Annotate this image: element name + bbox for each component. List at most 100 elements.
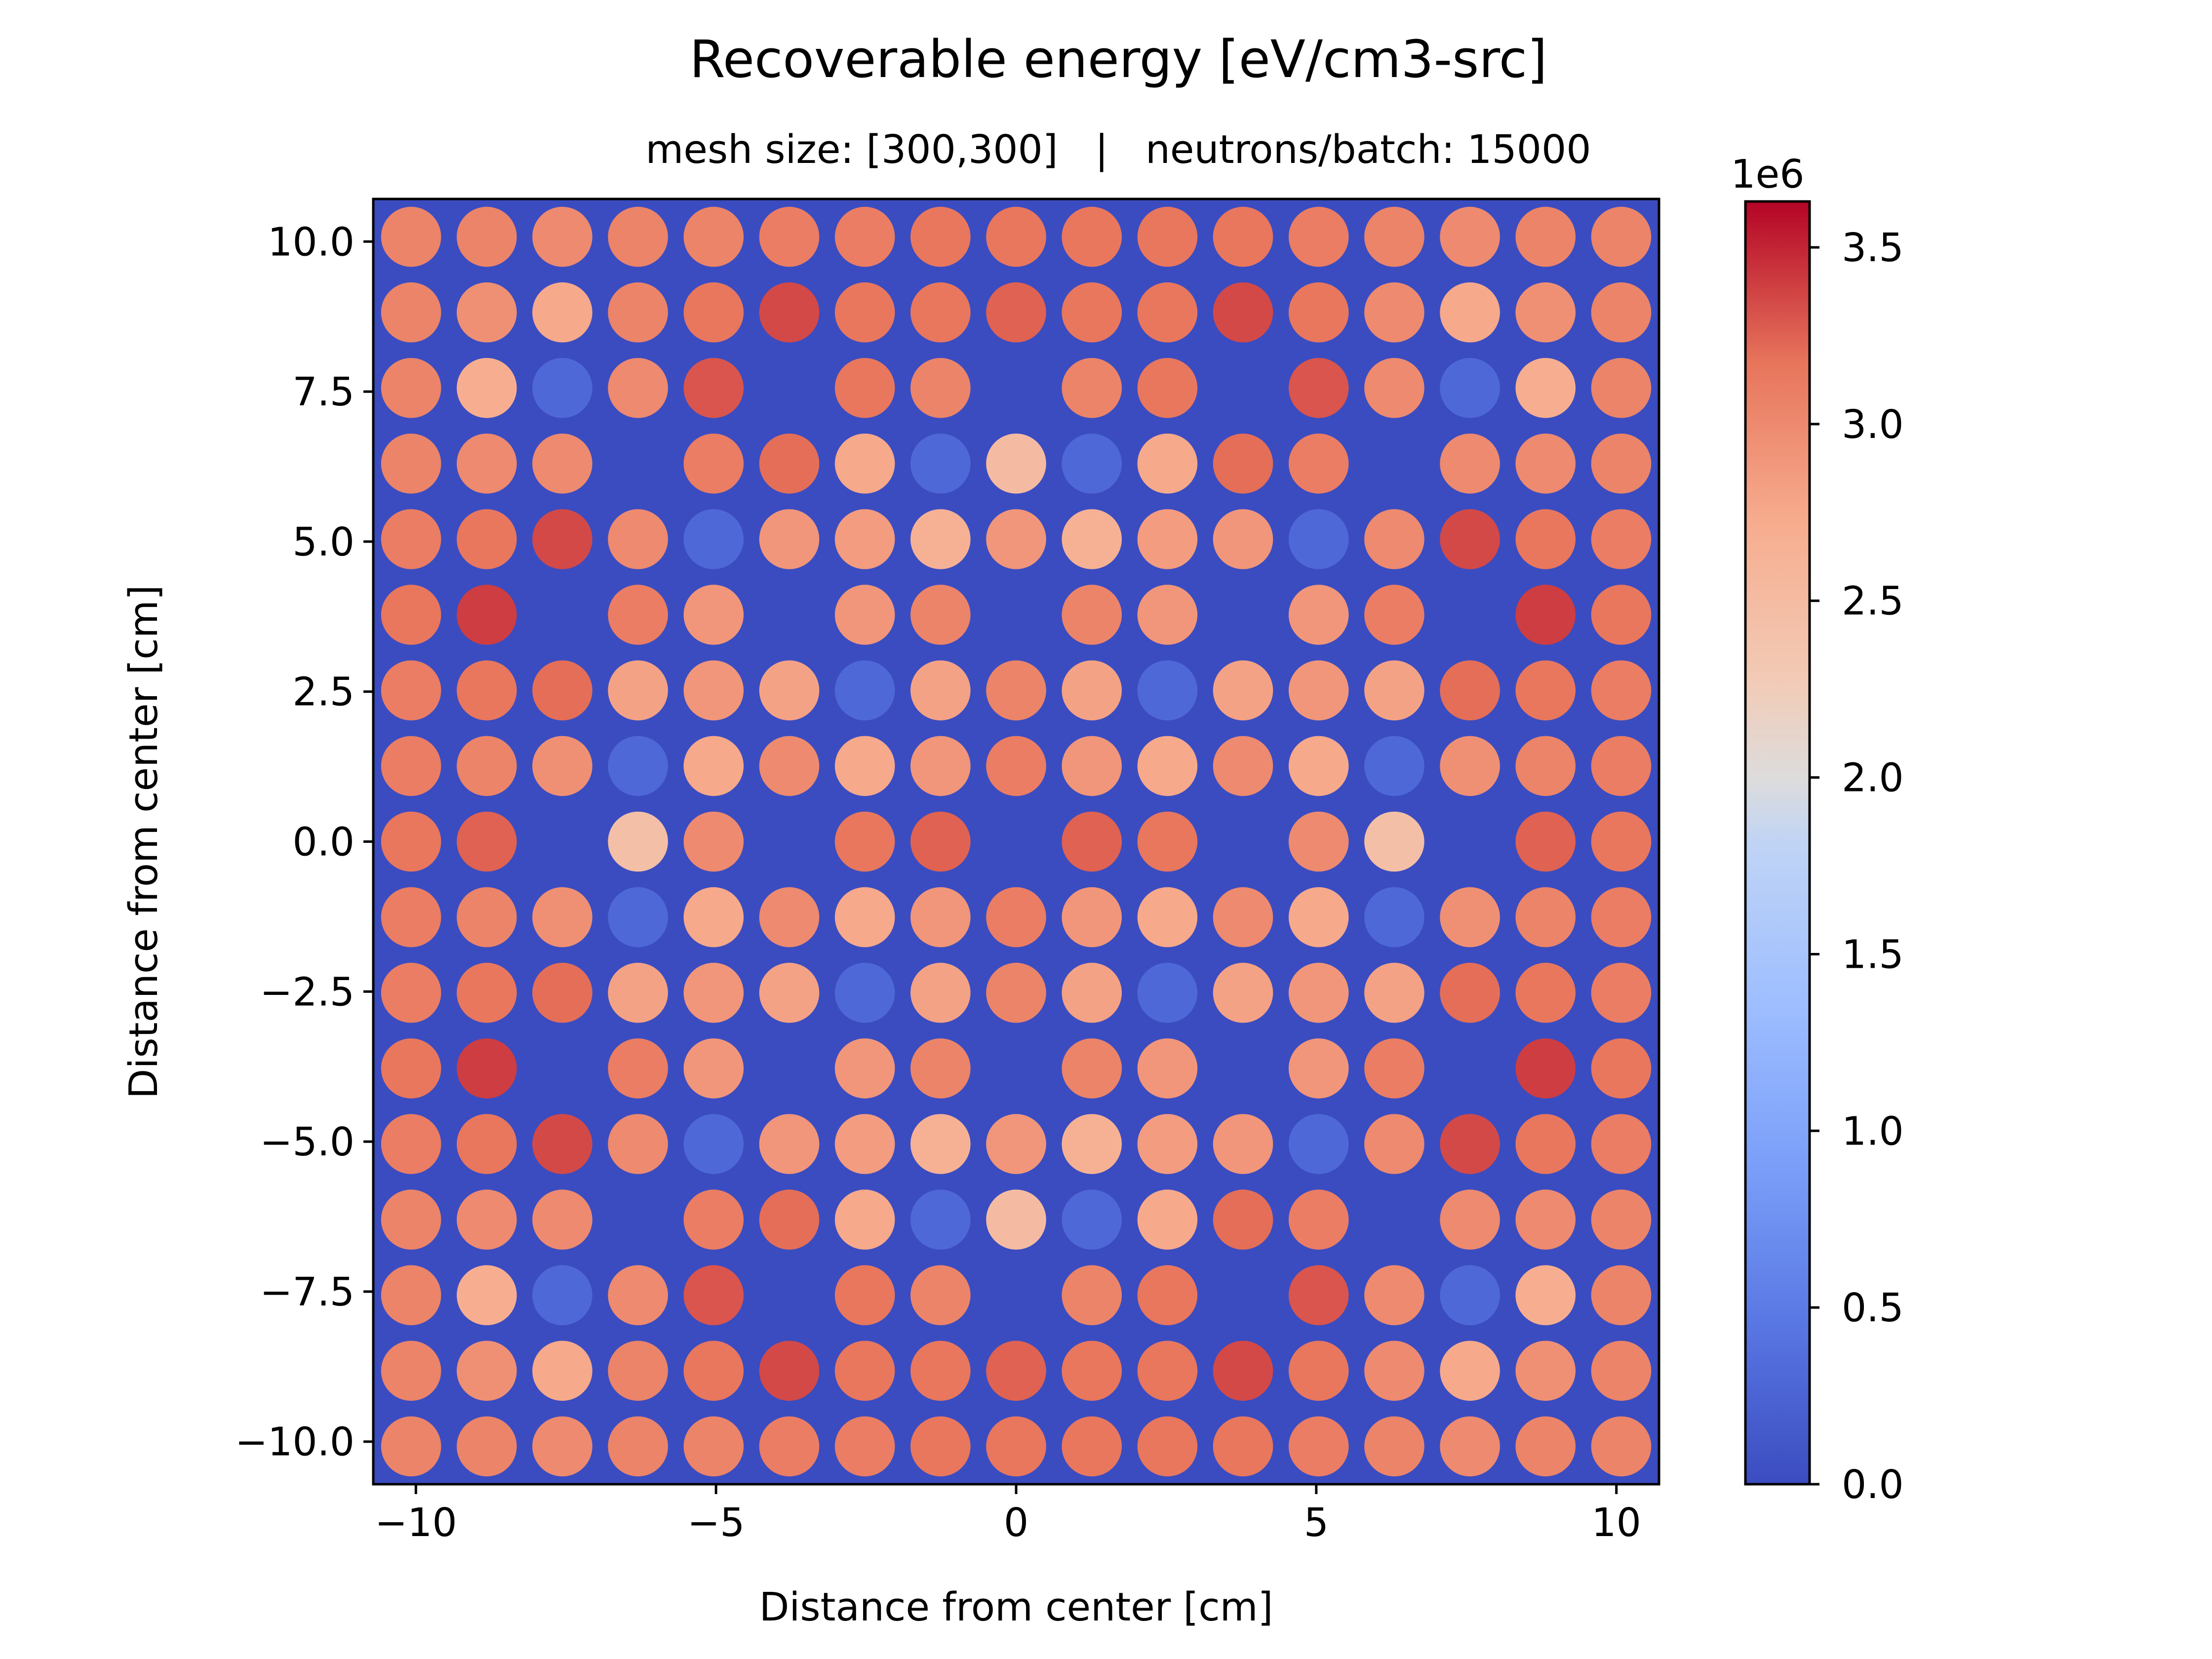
pin-cell [457, 1038, 517, 1099]
pin-cell [1591, 358, 1652, 418]
pin-cell [910, 660, 971, 721]
pin-cell [1288, 1341, 1349, 1401]
pin-cell [1288, 1189, 1349, 1250]
pin-cell [986, 282, 1046, 343]
pin-cell [1288, 358, 1349, 418]
pin-cell [1591, 1265, 1652, 1325]
pin-cell [834, 282, 895, 343]
pin-cell [457, 1114, 517, 1174]
pin-cell [1137, 1189, 1198, 1250]
pin-cell [1137, 1114, 1198, 1174]
pin-cell [1364, 811, 1424, 872]
pin-cell [1364, 962, 1424, 1023]
pin-cell [457, 358, 517, 418]
x-axis-label: Distance from center [cm] [759, 1584, 1273, 1630]
pin-cell [1364, 1416, 1424, 1477]
pin-cell [910, 434, 971, 494]
pin-cell [608, 962, 668, 1023]
pin-cell [986, 887, 1046, 948]
pin-cell [1062, 282, 1122, 343]
pin-cell [1364, 282, 1424, 343]
pin-cell [1062, 509, 1122, 569]
pin-cell [532, 358, 592, 418]
pin-cell [683, 434, 744, 494]
pin-cell [1364, 509, 1424, 569]
pin-cell [683, 1265, 744, 1325]
pin-cell [1515, 660, 1576, 721]
pin-cell [834, 887, 895, 948]
pin-cell [1137, 1265, 1198, 1325]
pin-cell [759, 434, 820, 494]
pin-cell [532, 660, 592, 721]
pin-cell [1288, 282, 1349, 343]
pin-cell [1288, 434, 1349, 494]
pin-cell [834, 358, 895, 418]
colorbar-tick-label: 0.5 [1842, 1285, 1904, 1331]
pin-cell [1213, 206, 1273, 267]
pin-cell [532, 1265, 592, 1325]
pin-cell [1062, 660, 1122, 721]
pin-cell [834, 660, 895, 721]
pin-cell [986, 1341, 1046, 1401]
pin-cell [1288, 660, 1349, 721]
pin-cell [381, 811, 441, 872]
pin-cell [759, 282, 820, 343]
pin-cell [834, 1416, 895, 1477]
pin-cell [1137, 206, 1198, 267]
pin-cell [457, 736, 517, 796]
pin-cell [457, 1189, 517, 1250]
pin-cell [608, 1038, 668, 1099]
pin-cell [1440, 887, 1500, 948]
pin-cell [834, 585, 895, 645]
pin-cell [1364, 1341, 1424, 1401]
pin-cell [910, 962, 971, 1023]
pin-cell [1288, 811, 1349, 872]
pin-cell [381, 585, 441, 645]
pin-cell [608, 206, 668, 267]
pin-cell [1591, 206, 1652, 267]
pin-cell [834, 811, 895, 872]
pin-cell [608, 358, 668, 418]
colorbar: 1e6 0.0 0.5 1.0 1.5 2.0 2.5 3.0 3.5 [1731, 152, 1903, 1507]
pin-cell [381, 1265, 441, 1325]
pin-cell [1288, 1265, 1349, 1325]
pin-cell [1440, 1341, 1500, 1401]
y-axis-label: Distance from center [cm] [121, 585, 166, 1099]
pin-cell [1515, 1038, 1576, 1099]
pin-cell [1591, 1341, 1652, 1401]
x-tick-label: 5 [1304, 1500, 1329, 1545]
pin-cell [1591, 1416, 1652, 1477]
pin-cell [1440, 736, 1500, 796]
pin-cell [683, 660, 744, 721]
pin-cell [381, 1416, 441, 1477]
pin-cell [1440, 1265, 1500, 1325]
colorbar-tick-label: 2.5 [1842, 579, 1904, 624]
colorbar-ticks: 0.0 0.5 1.0 1.5 2.0 2.5 3.0 3.5 [1810, 225, 1904, 1507]
pin-cell [759, 206, 820, 267]
pin-cell [457, 962, 517, 1023]
pin-cell [1213, 736, 1273, 796]
chart-subtitle: mesh size: [300,300] | neutrons/batch: 1… [645, 127, 1591, 172]
pin-cell [608, 887, 668, 948]
pin-cell [1062, 585, 1122, 645]
pin-cell [1213, 1114, 1273, 1174]
colorbar-tick-label: 0.0 [1842, 1462, 1904, 1507]
pin-cell [910, 736, 971, 796]
pin-cell [381, 434, 441, 494]
pin-cell [1515, 962, 1576, 1023]
pin-cell [1062, 1114, 1122, 1174]
pin-cell [1591, 282, 1652, 343]
pin-cell [910, 282, 971, 343]
x-axis: −10 −5 0 5 10 [375, 1484, 1641, 1545]
pin-cell [1062, 434, 1122, 494]
pin-cell [532, 282, 592, 343]
pin-cell [1440, 660, 1500, 721]
pin-cell [683, 358, 744, 418]
pin-cell [1213, 509, 1273, 569]
y-axis: 10.0 7.5 5.0 2.5 0.0 −2.5 −5.0 −7.5 −10.0 [235, 219, 373, 1465]
y-tick-label: −7.5 [260, 1269, 355, 1315]
pin-cell [910, 887, 971, 948]
pin-cell [986, 206, 1046, 267]
pin-cell [1515, 1416, 1576, 1477]
pin-cell [759, 660, 820, 721]
